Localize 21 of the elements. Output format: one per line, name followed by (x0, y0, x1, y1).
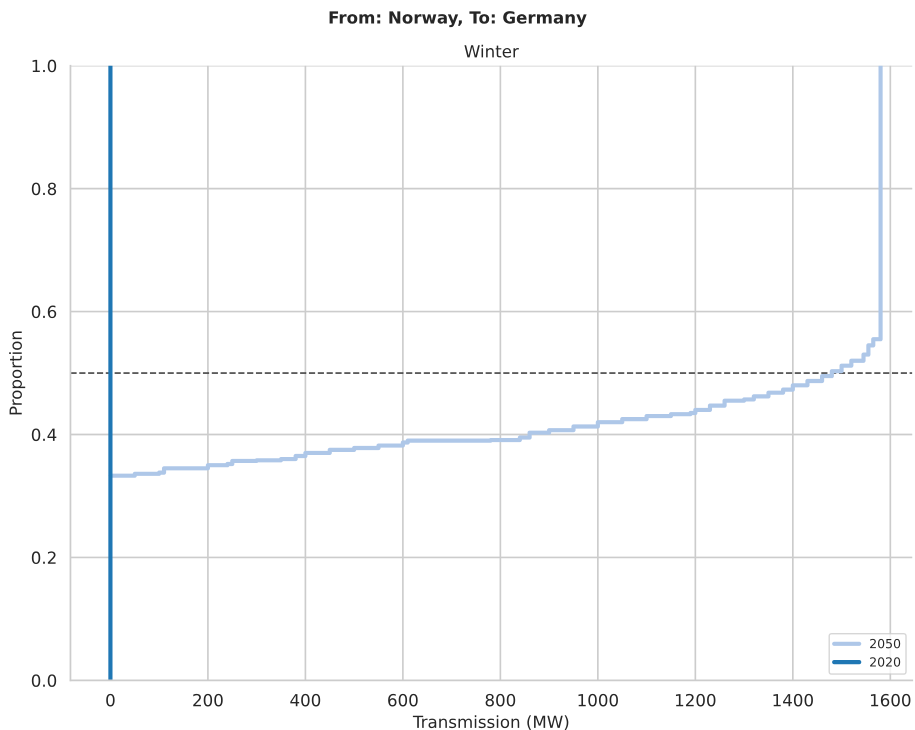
x-tick-label: 1600 (870, 694, 910, 706)
y-tick-label: 0.8 (32, 182, 56, 196)
x-axis-title: Transmission (MW) (412, 715, 568, 730)
y-axis-title: Proportion (9, 331, 26, 414)
x-tick-label: 200 (193, 694, 223, 706)
y-tick-label: 0.6 (32, 306, 56, 318)
y-tick-label: 0.0 (32, 674, 56, 687)
x-tick-label: 0 (106, 694, 115, 706)
y-tick-label: 0.4 (32, 428, 56, 442)
chart-title: From: Norway, To: Germany (330, 11, 587, 28)
x-tick-label: 800 (486, 694, 516, 706)
x-tick-label: 1200 (676, 694, 716, 706)
chart-subtitle: Winter (464, 44, 519, 58)
y-tick-label: 0.2 (32, 551, 56, 564)
x-tick-label: 1000 (578, 694, 618, 706)
legend-label: 2020 (870, 657, 900, 667)
x-tick-label: 1400 (773, 694, 813, 706)
x-tick-label: 600 (388, 694, 418, 706)
x-tick-label: 400 (290, 694, 320, 706)
y-tick-label: 1.0 (32, 60, 56, 72)
legend-label: 2050 (870, 638, 900, 648)
